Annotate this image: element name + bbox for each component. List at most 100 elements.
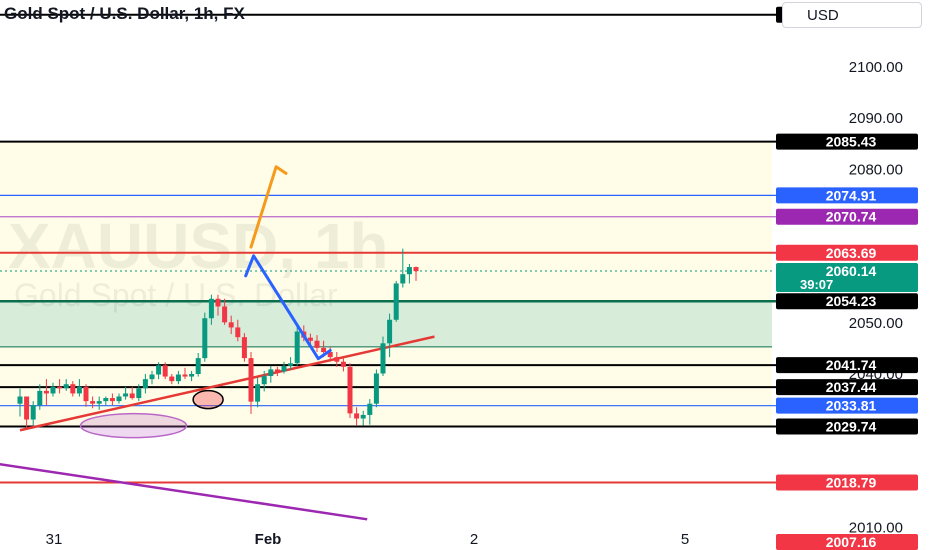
ellipses-layer [79,389,224,439]
price-badge-2 [776,187,918,204]
price-badge-5 [776,293,918,310]
candle-body-40 [281,365,287,372]
y-tick-label-2: 2080.00 [849,161,903,178]
y-tick-label-0: 2100.00 [849,59,903,76]
y-tick-label-3: 2050.00 [849,315,903,332]
candle-body-39 [274,369,280,372]
candle-body-28 [202,318,208,359]
candle-body-29 [208,298,214,319]
candle-body-14 [109,398,115,402]
candle-body-57 [393,283,399,320]
price-badges: 2110.212085.432074.912070.742063.692054.… [776,6,918,550]
price-badge-label-7: 2037.44 [826,379,877,395]
currency-selector[interactable]: USD [782,2,922,28]
watermark: XAUUSD, 1h Gold Spot / U.S. Dollar [8,210,389,313]
price-badge-label-2: 2074.91 [826,187,877,203]
candle-body-9 [76,386,82,394]
arrow-0 [249,165,288,249]
candle-body-56 [387,319,393,344]
price-badge-3 [776,208,918,225]
candle-body-0 [17,396,23,404]
candle-body-59 [406,267,412,275]
candle-body-38 [268,369,274,377]
candle-body-34 [241,337,247,359]
candle-body-53 [367,403,373,415]
candle-body-4 [43,390,49,394]
candle-body-25 [182,374,188,377]
candle-body-37 [261,376,267,385]
candle-body-12 [96,401,102,404]
price-badge-7 [776,379,918,396]
candle-body-55 [380,343,386,374]
arrow-1 [244,254,332,361]
x-tick-label-3: 5 [681,531,689,548]
price-badge-10 [776,474,918,491]
x-tick-label-2: 2 [470,531,478,548]
price-badge-8 [776,397,918,414]
candle-body-46 [321,347,327,352]
candle-body-17 [129,393,135,399]
ellipse-1 [192,389,224,410]
price-badge-label-10: 2018.79 [826,475,877,491]
candle-body-6 [57,386,63,389]
zones-layer [0,141,772,427]
candle-body-51 [354,413,360,419]
candle-body-18 [136,388,142,399]
y-tick-label-1: 2090.00 [849,110,903,127]
candle-body-33 [235,327,241,338]
candle-body-48 [334,357,340,362]
candle-body-22 [162,365,168,377]
zone-0 [0,141,772,427]
candle-body-60 [413,267,419,272]
price-badge-label-6: 2041.74 [826,357,877,373]
candle-body-35 [248,358,254,402]
candle-body-58 [400,274,406,284]
price-badge-9 [776,418,918,435]
candle-body-5 [50,386,56,394]
candle-body-3 [37,390,43,406]
price-badge-1 [776,133,918,150]
watermark-name: Gold Spot / U.S. Dollar [14,277,338,313]
price-badge-label-11: 2007.16 [826,534,877,550]
candle-body-41 [288,363,294,366]
candle-body-52 [360,414,366,419]
price-badge-11 [776,534,918,550]
price-badge-label-1: 2085.43 [826,134,877,150]
current-price-badge [776,262,918,292]
candle-body-31 [222,306,228,323]
candle-body-45 [314,340,320,348]
trendlines-layer [0,335,435,521]
candle-body-8 [70,384,76,394]
candle-body-19 [142,379,148,389]
candle-body-30 [215,298,221,307]
ellipse-0 [79,412,188,439]
trendline-0 [19,335,435,432]
candle-body-50 [347,366,353,414]
price-badge-label-8: 2033.81 [826,398,877,414]
candle-body-15 [116,396,122,402]
arrows-layer [244,165,332,361]
candle-body-7 [63,384,69,389]
x-axis[interactable]: 31 Feb 2 5 [0,528,776,550]
candle-body-20 [149,374,155,380]
price-badge-label-5: 2054.23 [826,293,877,309]
candle-body-36 [255,384,261,402]
candle-body-42 [294,331,300,364]
x-axis-background [0,528,776,550]
candle-body-23 [169,376,175,382]
x-tick-label-0: 31 [46,531,63,548]
candle-body-10 [83,386,89,402]
candle-body-26 [189,374,195,377]
candle-body-27 [195,358,201,374]
countdown-label: 39:07 [800,277,833,292]
y-tick-label-5: 2010.00 [849,519,903,536]
candle-body-11 [90,401,96,404]
candle-body-2 [30,405,36,420]
candles-layer [17,248,419,429]
candle-body-54 [373,373,379,404]
candle-body-49 [340,361,346,367]
x-tick-label-1: Feb [255,531,282,548]
candle-body-47 [327,352,333,358]
watermark-symbol: XAUUSD, 1h [8,210,389,282]
